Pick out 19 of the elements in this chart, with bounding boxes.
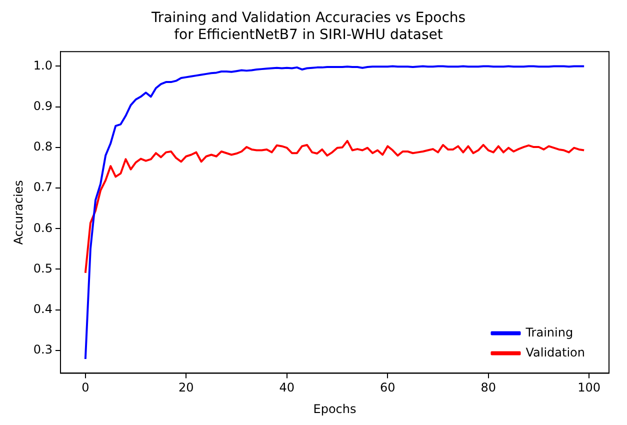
y-tick-label: 0.6 <box>33 220 52 235</box>
x-axis-title: Epochs <box>313 402 356 416</box>
x-tick-label: 0 <box>82 380 90 395</box>
y-tick-label: 0.9 <box>33 98 52 113</box>
y-tick-label: 0.3 <box>33 342 52 357</box>
legend-label: Validation <box>526 345 586 360</box>
x-tick-label: 60 <box>380 380 396 395</box>
y-tick-label: 1.0 <box>33 58 52 72</box>
legend-label: Training <box>524 325 574 340</box>
chart-title: Training and Validation Accuracies vs Epochs for EfficientNetB7 in SIRI-WHU dataset <box>150 10 466 43</box>
x-tick-label: 80 <box>480 380 496 395</box>
y-tick-label: 0.7 <box>33 180 52 194</box>
y-tick-label: 0.5 <box>33 261 52 276</box>
x-tick-label: 100 <box>578 380 601 395</box>
y-tick-label: 0.8 <box>33 140 52 154</box>
x-tick-label: 20 <box>178 380 194 395</box>
x-tick-label: 40 <box>279 380 295 395</box>
y-tick-label: 0.4 <box>33 302 52 316</box>
y-axis-title: Accuracies <box>11 180 26 245</box>
